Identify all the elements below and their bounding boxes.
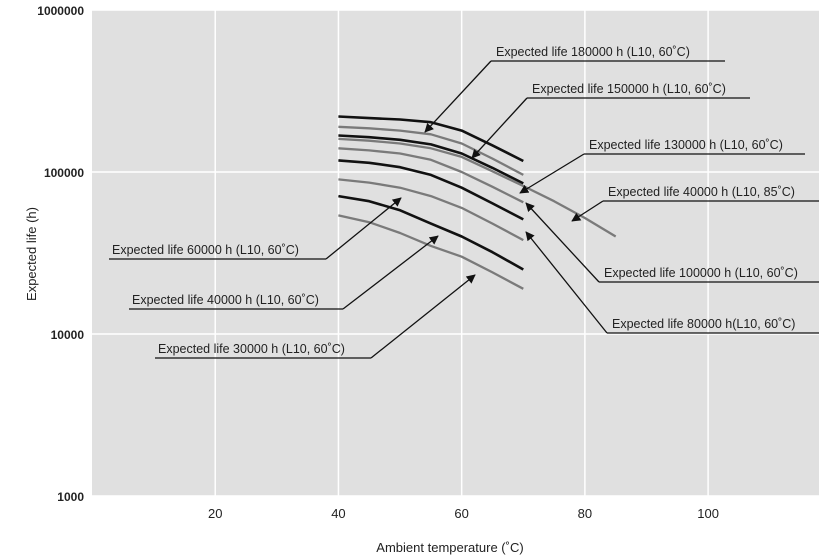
annotation-label: Expected life 30000 h (L10, 60˚C) xyxy=(158,342,345,356)
annotation-layer: Expected life 180000 h (L10, 60˚C) Expect… xyxy=(109,45,819,359)
y-tick-label: 100000 xyxy=(44,166,84,180)
series-line-3 xyxy=(338,147,524,204)
annotation-5: Expected life 80000 h(L10, 60˚C) xyxy=(525,231,819,334)
y-tick-label: 1000 xyxy=(57,490,84,504)
grid xyxy=(92,9,819,497)
annotation-label: Expected life 40000 h (L10, 85˚C) xyxy=(608,185,795,199)
x-tick-label: 40 xyxy=(331,506,345,521)
annotation-label: Expected life 180000 h (L10, 60˚C) xyxy=(496,45,690,59)
series-line-5 xyxy=(338,159,524,221)
annotation-arrow xyxy=(519,153,585,194)
annotation-arrow xyxy=(424,60,492,133)
annotation-label: Expected life 150000 h (L10, 60˚C) xyxy=(532,82,726,96)
series-line-2 xyxy=(338,134,524,185)
annotation-6: Expected life 60000 h (L10, 60˚C) xyxy=(109,197,402,260)
annotation-arrow xyxy=(525,231,608,334)
x-tick-label: 100 xyxy=(697,506,719,521)
x-tick-label: 20 xyxy=(208,506,222,521)
annotation-7: Expected life 40000 h (L10, 60˚C) xyxy=(129,235,439,310)
annotation-label: Expected life 130000 h (L10, 60˚C) xyxy=(589,138,783,152)
y-tick-label: 10000 xyxy=(51,328,85,342)
annotation-label: Expected life 100000 h (L10, 60˚C) xyxy=(604,266,798,280)
y-tick-label: 1000000 xyxy=(37,4,84,18)
annotation-label: Expected life 40000 h (L10, 60˚C) xyxy=(132,293,319,307)
annotation-8: Expected life 30000 h (L10, 60˚C) xyxy=(155,274,476,359)
annotation-2: Expected life 130000 h (L10, 60˚C) xyxy=(519,138,805,194)
series-line-1 xyxy=(338,125,524,176)
series-line-4 xyxy=(338,137,617,238)
series-line-6 xyxy=(338,178,524,242)
series-line-8 xyxy=(338,214,524,290)
annotation-label: Expected life 80000 h(L10, 60˚C) xyxy=(612,317,795,331)
annotation-0: Expected life 180000 h (L10, 60˚C) xyxy=(424,45,725,133)
plot-background xyxy=(92,10,819,496)
x-tick-label: 60 xyxy=(454,506,468,521)
ticks: 20 40 60 80 100 1000 10000 100000 1000000 xyxy=(37,4,719,521)
annotation-arrow xyxy=(471,97,528,159)
y-axis-title: Expected life (h) xyxy=(24,207,39,301)
x-tick-label: 80 xyxy=(578,506,592,521)
x-axis-title: Ambient temperature (˚C) xyxy=(376,540,523,555)
annotation-arrow xyxy=(370,274,476,359)
annotation-label: Expected life 60000 h (L10, 60˚C) xyxy=(112,243,299,257)
series-layer xyxy=(338,115,617,290)
annotation-4: Expected life 100000 h (L10, 60˚C) xyxy=(525,202,819,283)
series-line-0 xyxy=(338,115,524,163)
annotation-arrow xyxy=(571,200,604,222)
annotation-arrow xyxy=(525,202,600,283)
annotation-arrow xyxy=(325,197,402,260)
series-line-7 xyxy=(338,194,524,271)
annotation-arrow xyxy=(342,235,439,310)
annotation-1: Expected life 150000 h (L10, 60˚C) xyxy=(471,82,750,159)
annotation-3: Expected life 40000 h (L10, 85˚C) xyxy=(571,185,819,222)
